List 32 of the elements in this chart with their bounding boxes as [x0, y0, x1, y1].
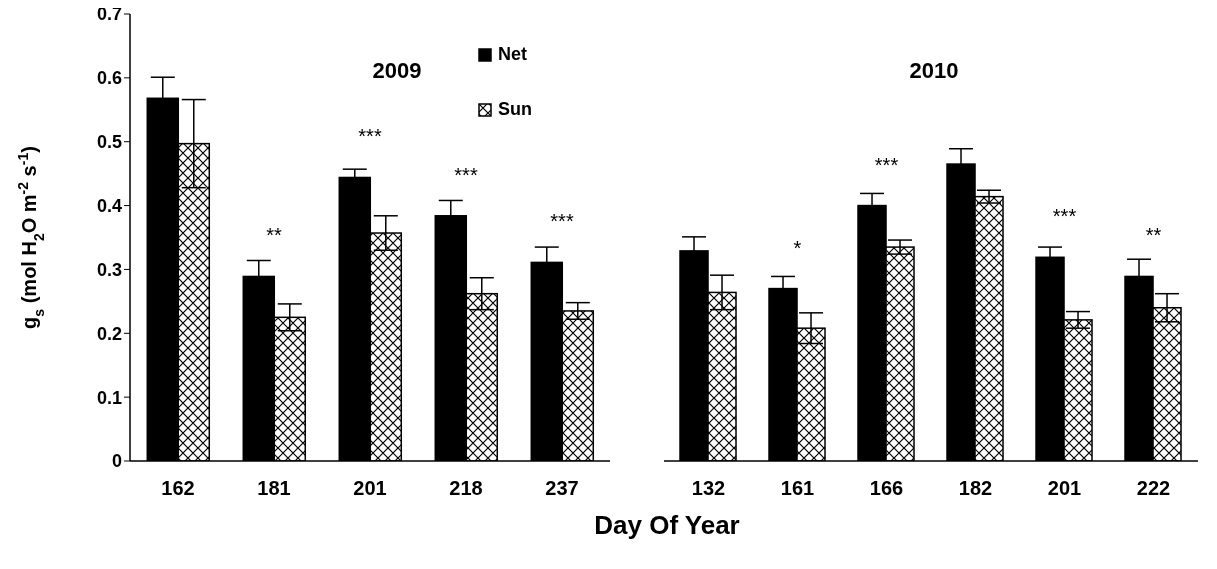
text: 2009: [372, 58, 422, 83]
y-tick-label: 0.3: [96, 259, 122, 280]
annotation: *: [793, 236, 802, 259]
annotation: ***: [1052, 205, 1077, 228]
x-tick-label: 132: [691, 477, 726, 500]
x-tick-label: 237: [545, 477, 579, 500]
y-tick-label: 0.5: [96, 132, 122, 153]
y-tick-label: 0.1: [96, 387, 122, 408]
y-tick-label: 0.6: [96, 68, 122, 89]
y-tick-label: 0.7: [96, 4, 122, 25]
x-tick-label: 218: [449, 477, 483, 500]
x-tick-label: 166: [869, 477, 904, 500]
annotation: ***: [874, 153, 899, 176]
x-tick-label: 161: [780, 477, 815, 500]
x-tick-label: 201: [353, 477, 387, 500]
legend-label: Net: [498, 44, 528, 65]
annotation: ***: [550, 210, 574, 233]
annotation: **: [266, 224, 282, 247]
text: 2010: [908, 58, 960, 84]
x-tick-label: 182: [958, 477, 993, 500]
y-tick-label: 0.2: [96, 323, 122, 344]
x-tick-label: 181: [257, 477, 291, 500]
x-tick-label: 162: [161, 477, 195, 500]
annotation: ***: [454, 163, 478, 186]
x-tick-label: 201: [1047, 477, 1082, 500]
x-axis-title: Day Of Year: [593, 510, 741, 541]
x-tick-label: 222: [1136, 477, 1171, 500]
y-tick-label: 0: [111, 451, 122, 472]
y-tick-label: 0.4: [96, 195, 122, 216]
legend-label: Sun: [498, 99, 532, 120]
annotation: ***: [358, 125, 382, 148]
annotation: **: [1145, 224, 1162, 247]
